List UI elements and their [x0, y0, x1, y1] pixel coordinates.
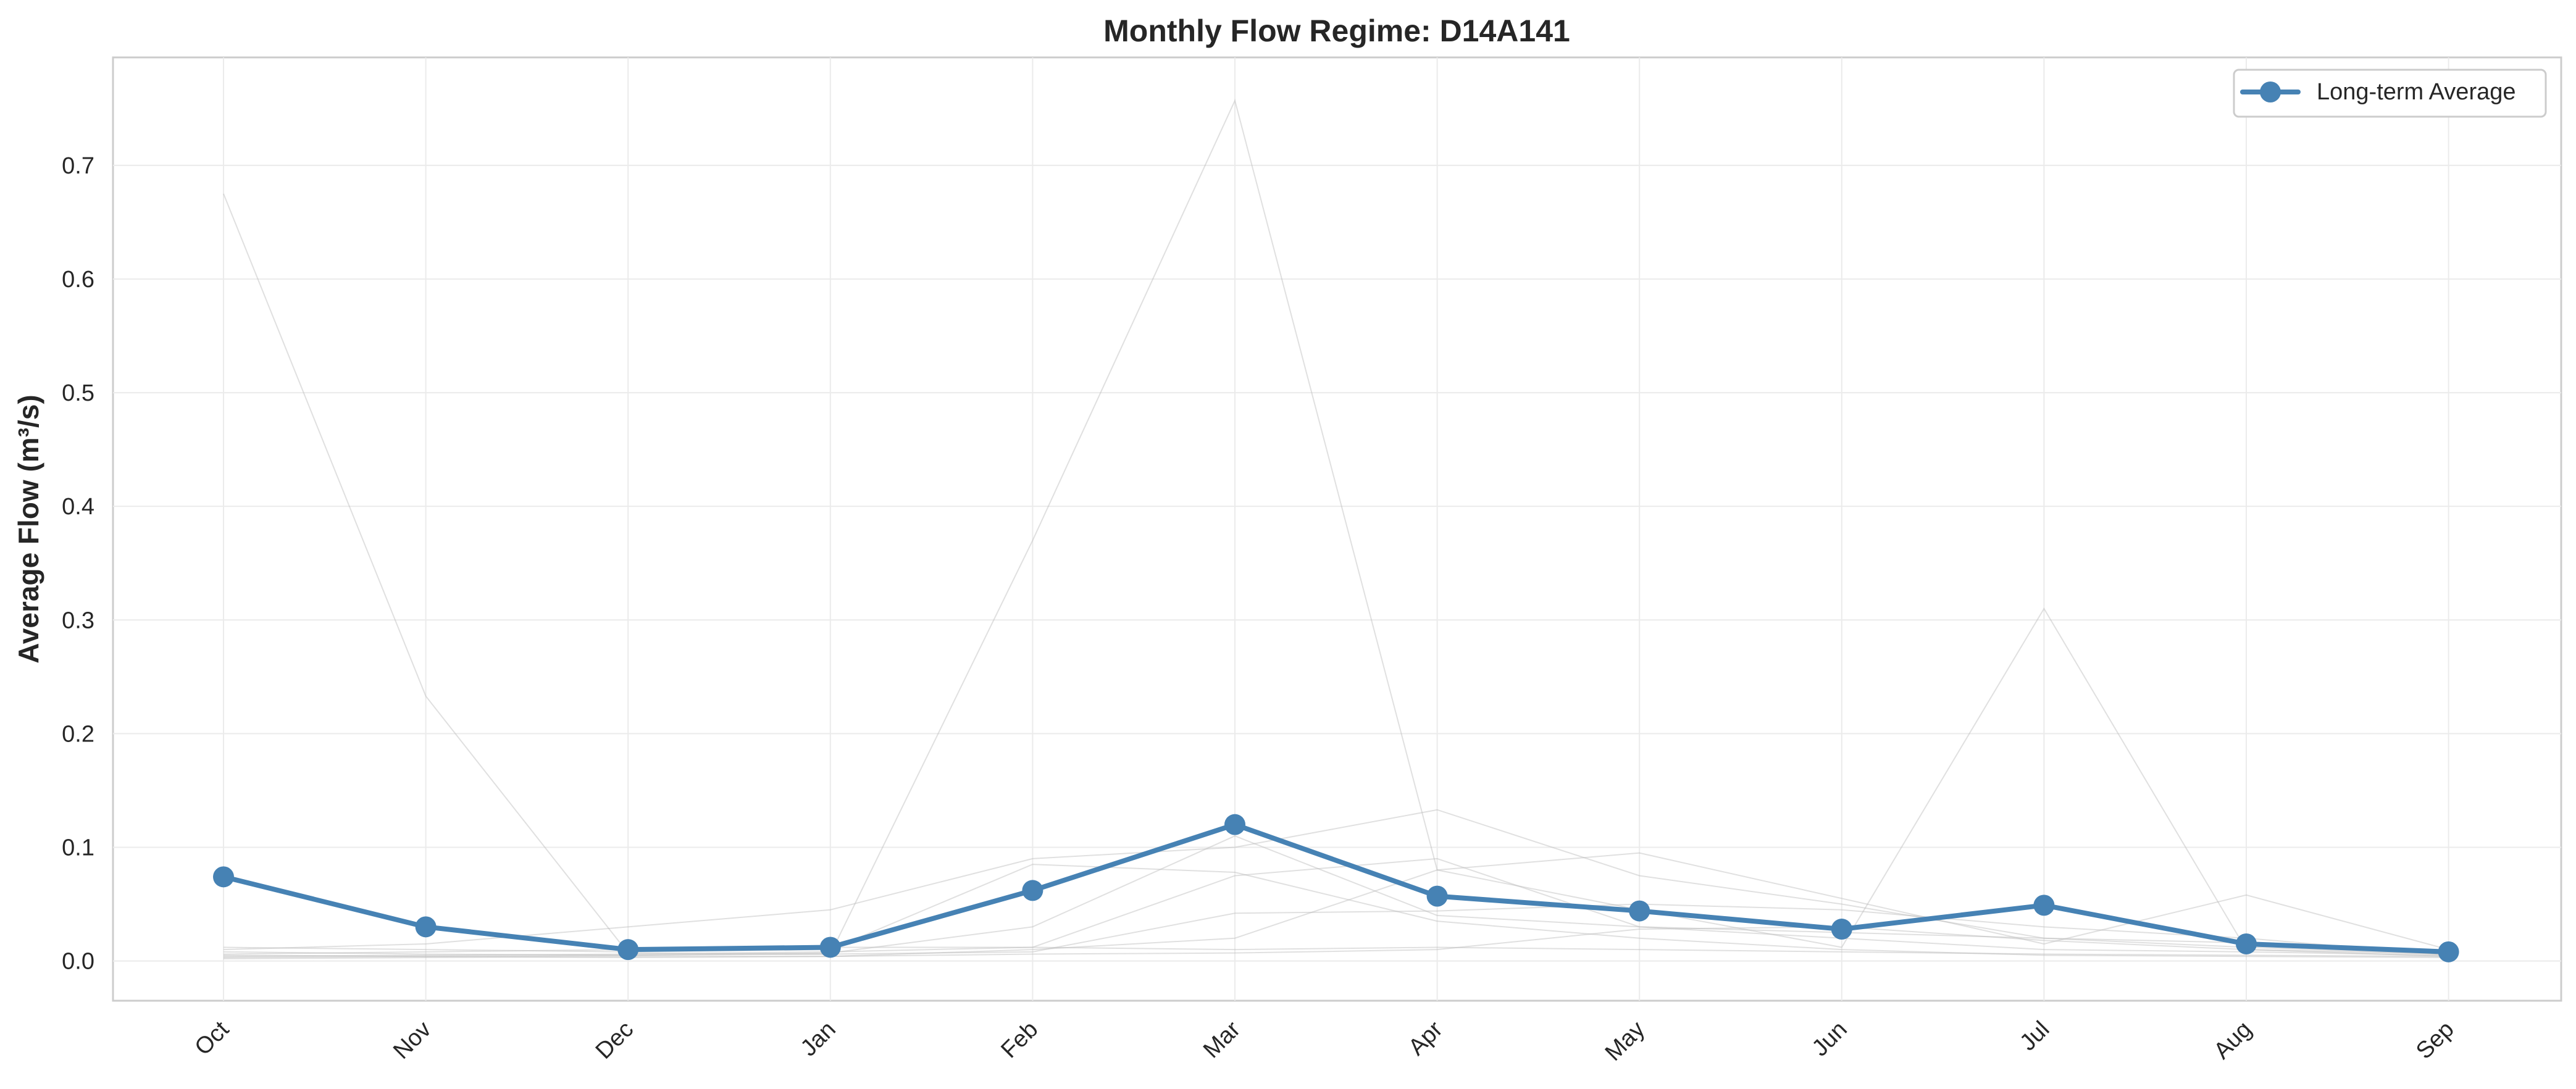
- x-tick-label: Nov: [388, 1016, 436, 1064]
- y-tick-label: 0.0: [62, 949, 94, 975]
- x-tick-labels: Oct Nov Dec Jan Feb Mar Apr May Jun Jul Aug Sep: [190, 1016, 2459, 1066]
- x-tick-label: Apr: [1403, 1016, 1448, 1061]
- average-line: [221, 822, 2451, 954]
- y-tick-label: 0.2: [62, 721, 94, 747]
- y-tick-label: 0.7: [62, 153, 94, 179]
- average-point: [2033, 895, 2055, 916]
- y-tick-label: 0.5: [62, 380, 94, 406]
- average-point: [213, 866, 234, 888]
- average-point: [1831, 919, 1852, 940]
- year-line: [223, 852, 2449, 959]
- average-point: [415, 916, 437, 938]
- x-tick-label: Jan: [796, 1016, 841, 1061]
- grid-lines: [113, 57, 2561, 1001]
- average-point: [1426, 885, 1448, 907]
- yearly-lines: [223, 99, 2449, 959]
- year-line: [223, 99, 2449, 955]
- average-point: [1022, 880, 1043, 901]
- y-tick-label: 0.4: [62, 494, 94, 520]
- year-line: [223, 835, 2449, 956]
- x-tick-label: Sep: [2411, 1016, 2459, 1064]
- average-point: [1224, 814, 1245, 835]
- chart-title: Monthly Flow Regime: D14A141: [1103, 14, 1570, 48]
- year-line: [223, 857, 2449, 958]
- y-axis-label: Average Flow (m³/s): [12, 394, 44, 663]
- year-line: [223, 926, 2449, 959]
- series-layer: [213, 814, 2459, 962]
- x-tick-label: Mar: [1198, 1016, 1245, 1063]
- x-tick-label: May: [1600, 1016, 1650, 1066]
- x-tick-label: Jun: [1807, 1016, 1852, 1061]
- legend-swatch-marker: [2260, 81, 2281, 102]
- plot-area: [112, 56, 2562, 1002]
- year-line: [223, 903, 2449, 959]
- average-point: [617, 939, 639, 961]
- year-line: [223, 809, 2449, 953]
- y-tick-label: 0.6: [62, 267, 94, 293]
- y-tick-label: 0.3: [62, 607, 94, 633]
- x-tick-label: Feb: [996, 1016, 1043, 1063]
- legend: Long-term Average: [2233, 69, 2547, 118]
- y-tick-label: 0.1: [62, 835, 94, 861]
- legend-box: [2233, 69, 2547, 118]
- x-tick-label: Oct: [190, 1016, 235, 1061]
- year-line: [223, 946, 2449, 958]
- year-line: [223, 864, 2449, 959]
- x-tick-label: Dec: [591, 1016, 638, 1064]
- average-point: [2236, 933, 2257, 954]
- legend-label: Long-term Average: [2317, 79, 2516, 105]
- x-tick-label: Jul: [2015, 1016, 2054, 1056]
- y-tick-labels: 0.0 0.1 0.2 0.3 0.4 0.5 0.6 0.7: [62, 153, 94, 975]
- x-tick-label: Aug: [2209, 1016, 2257, 1064]
- average-point: [2438, 941, 2459, 962]
- average-point: [1629, 900, 1650, 922]
- average-point: [819, 937, 841, 958]
